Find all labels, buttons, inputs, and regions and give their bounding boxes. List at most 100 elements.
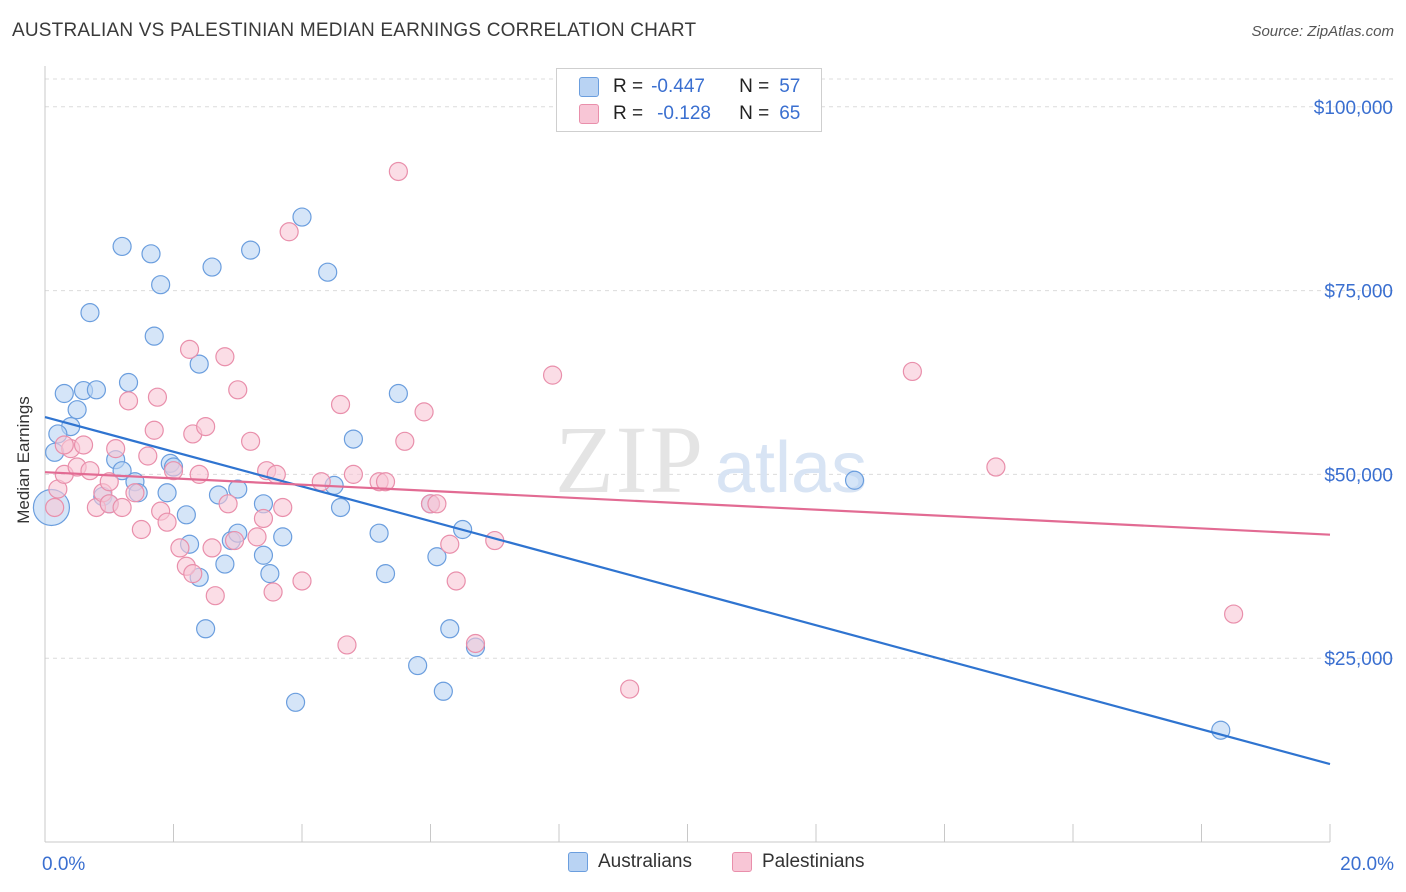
- palestinians-point: [427, 494, 447, 514]
- y-axis-label: Median Earnings: [14, 396, 33, 524]
- palestinians-point: [446, 571, 466, 591]
- legend-n-value: 57: [779, 76, 801, 97]
- australians-point: [80, 303, 100, 323]
- bottom-legend-palestinians[interactable]: Palestinians: [732, 851, 864, 873]
- stats-legend: R = -0.447 N = 57 R = -0.128 N = 65: [556, 68, 822, 132]
- palestinians-legend-swatch: [732, 852, 752, 872]
- watermark-atlas: atlas: [715, 428, 867, 508]
- palestinians-point: [112, 497, 132, 518]
- palestinians-point: [465, 633, 486, 654]
- axes: [44, 66, 1331, 843]
- palestinians-point: [902, 361, 922, 382]
- legend-row-palestinians: R = -0.128 N = 65: [579, 101, 800, 127]
- palestinians-point: [343, 464, 363, 484]
- palestinians-point: [218, 494, 238, 514]
- palestinians-point: [330, 394, 351, 415]
- australians-point: [151, 275, 171, 295]
- palestinians-point: [247, 527, 267, 547]
- australians-point: [67, 400, 87, 420]
- palestinians-point: [196, 416, 216, 437]
- palestinians-point: [45, 497, 65, 518]
- legend-r-label: R =: [613, 103, 644, 124]
- australians-point: [433, 681, 453, 701]
- palestinians-point: [163, 461, 184, 481]
- palestinians-point: [388, 161, 408, 182]
- grid-lines: [45, 78, 1395, 659]
- x-tick-label: 20.0%: [1340, 854, 1394, 875]
- legend-n-value: 65: [779, 103, 801, 124]
- australians-point: [343, 429, 363, 449]
- palestinians-point: [292, 571, 312, 591]
- watermark: ZIP atlas: [555, 406, 867, 513]
- palestinians-point: [170, 538, 190, 558]
- palestinians-point: [224, 530, 245, 551]
- australians-point: [440, 619, 460, 639]
- palestinians-point: [157, 512, 177, 532]
- australians-point: [118, 372, 139, 393]
- australians-point: [408, 655, 428, 676]
- palestinians-point: [241, 431, 261, 451]
- y-tick-label: $25,000: [1324, 649, 1393, 670]
- palestinians-point: [183, 564, 203, 584]
- palestinians-legend-label: Palestinians: [762, 851, 865, 872]
- legend-row-australians: R = -0.447 N = 57: [579, 74, 800, 100]
- australians-legend-swatch: [568, 852, 588, 872]
- palestinians-point: [542, 365, 563, 385]
- palestinians-point: [205, 586, 225, 606]
- australians-point: [253, 545, 274, 565]
- australians-legend-label: Australians: [598, 851, 692, 872]
- australians-trend-line: [44, 415, 1331, 766]
- palestinians-point: [440, 534, 460, 554]
- palestinians-point: [215, 347, 235, 367]
- australians-point: [54, 383, 74, 404]
- palestinians-point: [99, 472, 119, 492]
- australians-point: [86, 380, 107, 400]
- palestinians-point: [395, 431, 415, 451]
- australians-point: [157, 483, 177, 503]
- australians-point: [285, 692, 306, 712]
- australians-point: [241, 240, 261, 260]
- australians-point: [427, 547, 447, 567]
- palestinians-point: [106, 439, 126, 459]
- legend-r-value: -0.447: [651, 76, 705, 97]
- data-points: [32, 161, 1244, 740]
- palestinians-point: [337, 635, 357, 655]
- australians-point: [375, 564, 396, 584]
- australians-point: [202, 257, 222, 277]
- palestinians-point: [125, 483, 145, 503]
- palestinians-trend-line: [44, 471, 1331, 536]
- australians-swatch: [579, 77, 599, 97]
- palestinians-point: [375, 472, 396, 492]
- palestinians-point: [54, 435, 74, 455]
- watermark-zip: ZIP: [555, 406, 705, 513]
- palestinians-point: [147, 387, 168, 407]
- palestinians-point: [138, 446, 158, 466]
- tick-labels: $25,000 $50,000 $75,000 $100,000 0.0% 20.0%: [42, 98, 1394, 875]
- australians-point: [844, 470, 865, 490]
- australians-point: [292, 207, 312, 227]
- y-tick-label: $50,000: [1324, 465, 1393, 486]
- palestinians-swatch: [579, 104, 599, 124]
- australians-point: [189, 354, 209, 374]
- palestinians-point: [263, 582, 283, 602]
- australians-point: [388, 383, 408, 404]
- bottom-legend-australians[interactable]: Australians: [568, 851, 692, 873]
- australians-point: [228, 479, 248, 499]
- palestinians-point: [144, 420, 164, 440]
- palestinians-point: [80, 461, 100, 481]
- palestinians-point: [118, 391, 139, 411]
- y-tick-label: $75,000: [1324, 282, 1393, 303]
- palestinians-point: [131, 519, 151, 540]
- legend-r-value: -0.128: [657, 103, 711, 124]
- palestinians-point: [620, 679, 640, 699]
- palestinians-point: [414, 402, 434, 422]
- palestinians-point: [273, 497, 293, 518]
- palestinians-point: [253, 508, 274, 529]
- palestinians-point: [279, 222, 299, 242]
- legend-n-label: N =: [739, 76, 770, 97]
- australians-point: [196, 619, 216, 639]
- legend-r-label: R =: [613, 76, 644, 97]
- australians-point: [176, 505, 196, 525]
- australians-point: [141, 244, 161, 264]
